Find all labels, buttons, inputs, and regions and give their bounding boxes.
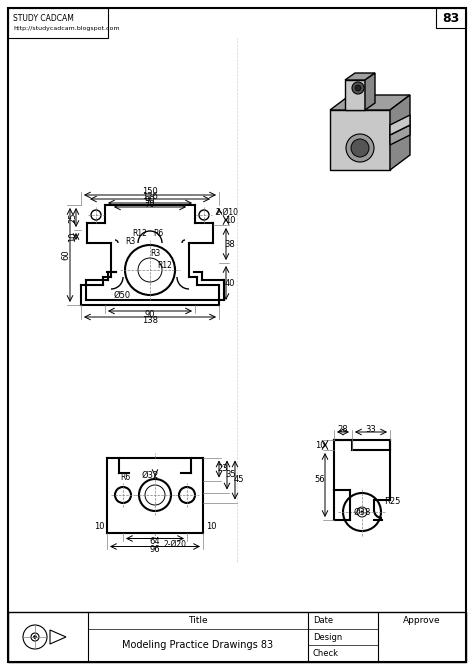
Text: 45: 45: [234, 475, 244, 484]
Text: R3: R3: [150, 249, 160, 257]
Text: 2-Ø20: 2-Ø20: [164, 540, 186, 549]
Bar: [436, 8, 466, 28]
Text: R3: R3: [125, 237, 135, 245]
Text: 40: 40: [225, 279, 235, 287]
Text: 10: 10: [206, 522, 216, 531]
Text: R12: R12: [157, 261, 173, 269]
Text: 150: 150: [142, 186, 158, 196]
Text: 28: 28: [337, 425, 348, 433]
Polygon shape: [345, 80, 365, 110]
Text: 33: 33: [365, 425, 376, 433]
Text: 56: 56: [315, 476, 325, 484]
Polygon shape: [390, 95, 410, 170]
Text: Title: Title: [188, 616, 208, 625]
Circle shape: [361, 511, 364, 513]
Circle shape: [351, 139, 369, 157]
Text: 2-Ø10: 2-Ø10: [216, 208, 238, 216]
Text: 10: 10: [315, 440, 325, 450]
Text: 83: 83: [442, 11, 460, 25]
Circle shape: [355, 85, 361, 91]
Text: Check: Check: [313, 649, 339, 658]
Polygon shape: [390, 125, 410, 145]
Circle shape: [34, 636, 36, 639]
Text: Date: Date: [313, 616, 333, 625]
Text: STUDY CADCAM: STUDY CADCAM: [13, 13, 74, 23]
Text: Approve: Approve: [403, 616, 441, 625]
Polygon shape: [330, 110, 390, 170]
Text: 10: 10: [94, 522, 104, 531]
Text: 90: 90: [145, 196, 155, 204]
Polygon shape: [365, 73, 375, 110]
Text: 10: 10: [69, 232, 78, 243]
Text: 126: 126: [142, 192, 158, 200]
Text: 60: 60: [62, 250, 71, 261]
Text: Ø32: Ø32: [141, 470, 159, 480]
Text: 35: 35: [226, 470, 237, 479]
Text: 70: 70: [145, 200, 155, 208]
Text: 23: 23: [218, 464, 228, 473]
Text: 10: 10: [225, 216, 235, 224]
Text: R25: R25: [384, 498, 400, 507]
Text: Modeling Practice Drawings 83: Modeling Practice Drawings 83: [122, 641, 273, 651]
Text: 138: 138: [142, 316, 158, 324]
Circle shape: [346, 134, 374, 162]
Circle shape: [352, 82, 364, 94]
Bar: [8, 8, 108, 38]
Text: R12: R12: [133, 228, 147, 237]
Text: 96: 96: [150, 545, 160, 554]
Text: Ø50: Ø50: [113, 291, 130, 299]
Polygon shape: [330, 95, 410, 110]
Text: 38: 38: [225, 239, 236, 249]
Text: Design: Design: [313, 632, 342, 641]
Text: R6: R6: [153, 228, 163, 237]
Polygon shape: [390, 115, 410, 135]
Text: 64: 64: [150, 537, 160, 546]
Polygon shape: [345, 73, 375, 80]
Text: 90: 90: [145, 310, 155, 318]
Bar: [8, 612, 466, 662]
Text: Ø38: Ø38: [353, 507, 371, 517]
Text: http://studycadcam.blogspot.com: http://studycadcam.blogspot.com: [13, 25, 119, 31]
Text: R6: R6: [120, 473, 130, 482]
Text: 25: 25: [69, 213, 78, 223]
